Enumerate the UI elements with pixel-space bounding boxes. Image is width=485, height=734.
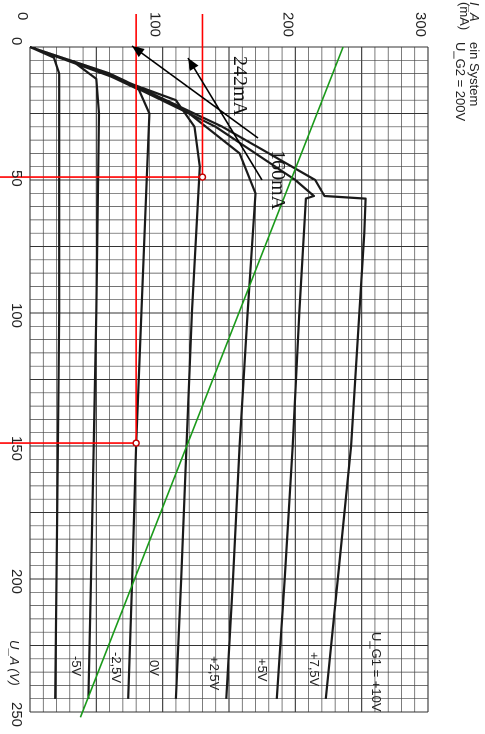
series-label-1: +7,5V xyxy=(307,652,322,687)
y-tick-0: 0 xyxy=(14,12,31,20)
header-line-system: ein System xyxy=(467,42,482,106)
arrow-head-0 xyxy=(132,46,145,58)
x-tick-250: 250 xyxy=(8,702,25,727)
series-label-2: +5V xyxy=(255,658,270,682)
header-line-ia: I_A xyxy=(467,2,482,22)
series-label-4: 0V xyxy=(147,660,162,676)
x-tick-100: 100 xyxy=(8,303,25,328)
y-tick-300: 300 xyxy=(412,12,429,37)
characteristic-curves xyxy=(29,45,367,699)
series-line-1 xyxy=(29,45,315,699)
header-line-unit: (mA) xyxy=(457,2,472,30)
annotation-overlay xyxy=(0,14,344,718)
series-labels: U_G1 = +10V +7,5V +5V +2,5V 0V -2,5V -5V xyxy=(69,632,384,712)
annotation-arrow-0 xyxy=(131,45,259,139)
series-line-0 xyxy=(29,45,367,699)
load-line xyxy=(79,46,344,718)
series-label-0: U_G1 = +10V xyxy=(369,632,384,712)
x-tick-200: 200 xyxy=(8,569,25,594)
annotation-242ma: 242mA xyxy=(229,56,251,117)
x-tick-50: 50 xyxy=(8,170,25,187)
operating-point-0 xyxy=(198,173,207,181)
series-line-4 xyxy=(29,45,151,699)
series-label-5: -2,5V xyxy=(109,652,124,683)
series-line-5 xyxy=(29,45,101,699)
x-tick-0: 0 xyxy=(8,37,25,45)
y-tick-100: 100 xyxy=(147,12,164,37)
arrow-head-1 xyxy=(188,58,199,71)
series-line-6 xyxy=(29,45,61,699)
x-tick-labels: 0 50 100 150 200 250 xyxy=(8,37,25,727)
x-tick-150: 150 xyxy=(8,436,25,461)
header-text: I_A (mA) ein System U_G2 = 200V xyxy=(453,2,482,121)
operating-point-1 xyxy=(132,439,140,447)
annotation-160ma: 160mA xyxy=(267,150,289,211)
series-label-3: +2,5V xyxy=(207,656,222,691)
series-line-3 xyxy=(29,45,201,699)
annotation-arrow-1 xyxy=(187,57,263,181)
x-axis-label: U_A (V) xyxy=(7,640,22,686)
series-label-6: -5V xyxy=(69,656,84,677)
y-tick-labels: 0 100 200 300 xyxy=(14,12,429,37)
header-line-ug2: U_G2 = 200V xyxy=(453,42,468,121)
y-tick-200: 200 xyxy=(279,12,296,37)
series-line-2 xyxy=(29,45,257,699)
